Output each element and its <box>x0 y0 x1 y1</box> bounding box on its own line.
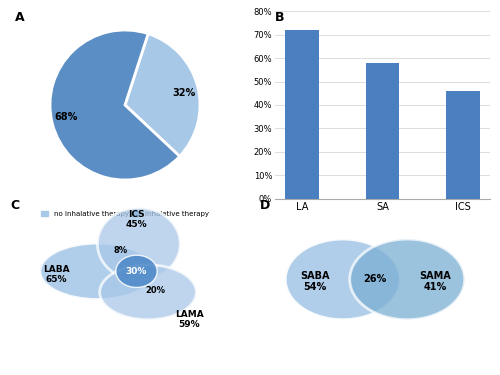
Text: 59%: 59% <box>178 320 200 329</box>
Wedge shape <box>125 34 200 156</box>
Text: B: B <box>275 11 284 24</box>
Text: LAMA: LAMA <box>175 310 204 320</box>
Text: 26%: 26% <box>364 274 386 284</box>
Text: 30%: 30% <box>126 267 147 276</box>
Text: LABA: LABA <box>42 265 70 274</box>
Ellipse shape <box>98 208 180 280</box>
Bar <box>285 30 318 199</box>
Bar <box>446 91 480 199</box>
Text: D: D <box>260 199 270 212</box>
Text: 65%: 65% <box>46 275 67 284</box>
Legend: no inhalative therapy, Inhalative therapy: no inhalative therapy, Inhalative therap… <box>38 208 212 220</box>
Wedge shape <box>50 30 180 180</box>
Text: 32%: 32% <box>172 88 196 98</box>
Text: SAMA: SAMA <box>419 271 450 281</box>
Text: 68%: 68% <box>54 112 78 122</box>
Text: 41%: 41% <box>423 282 446 292</box>
Bar <box>366 63 400 199</box>
Ellipse shape <box>40 243 155 300</box>
Circle shape <box>350 239 465 320</box>
Ellipse shape <box>100 265 196 320</box>
Text: 45%: 45% <box>126 220 148 229</box>
Text: 20%: 20% <box>145 286 165 295</box>
Ellipse shape <box>116 255 157 287</box>
Circle shape <box>286 239 401 320</box>
Text: C: C <box>10 199 19 212</box>
Text: 8%: 8% <box>114 246 128 255</box>
Text: ICS: ICS <box>128 210 145 219</box>
Text: 54%: 54% <box>304 282 327 292</box>
Text: SABA: SABA <box>300 271 330 281</box>
Text: A: A <box>15 11 24 24</box>
